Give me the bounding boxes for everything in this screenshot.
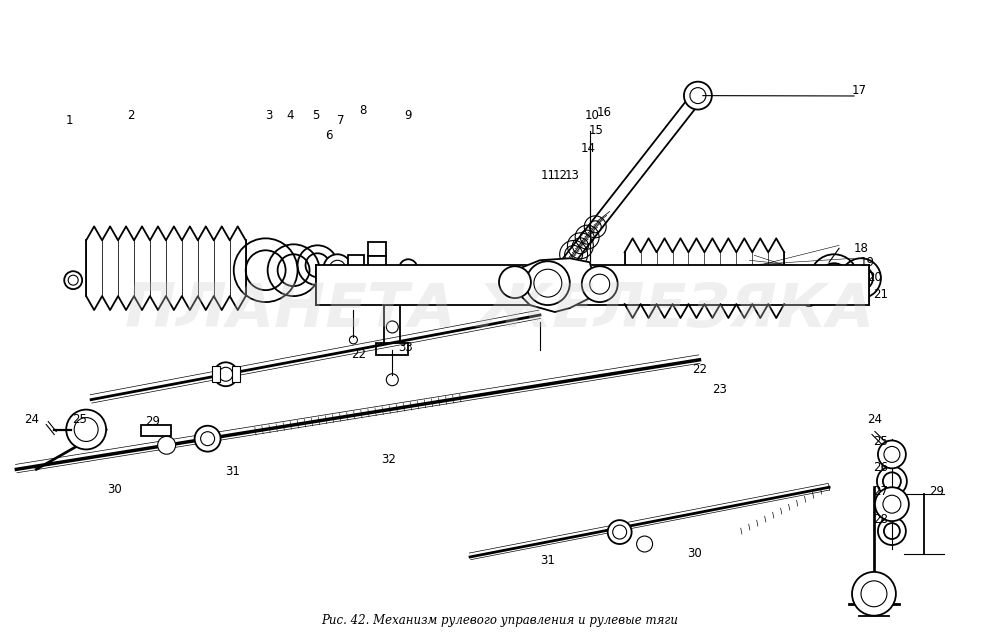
- Text: 25: 25: [874, 435, 888, 448]
- Text: 12: 12: [552, 169, 567, 182]
- Text: 10: 10: [584, 109, 599, 122]
- Text: 29: 29: [145, 415, 160, 428]
- Text: 8: 8: [360, 105, 367, 117]
- Text: 19: 19: [859, 256, 874, 269]
- Text: 24: 24: [24, 413, 39, 426]
- Text: 2: 2: [127, 109, 135, 122]
- Circle shape: [195, 426, 221, 452]
- Circle shape: [637, 536, 653, 552]
- Bar: [368, 256, 386, 268]
- Bar: [141, 424, 171, 436]
- Circle shape: [801, 290, 817, 306]
- Circle shape: [875, 487, 909, 521]
- Circle shape: [852, 572, 896, 616]
- Circle shape: [66, 410, 106, 449]
- Text: 20: 20: [868, 271, 882, 284]
- Text: 25: 25: [72, 413, 87, 426]
- Circle shape: [64, 271, 82, 289]
- Bar: [348, 255, 364, 281]
- Polygon shape: [510, 258, 595, 312]
- Text: 31: 31: [225, 465, 240, 478]
- Text: 33: 33: [398, 341, 413, 354]
- Circle shape: [878, 440, 906, 468]
- Text: 18: 18: [854, 242, 868, 255]
- Circle shape: [499, 266, 531, 298]
- Bar: [232, 366, 240, 382]
- Text: 29: 29: [929, 485, 944, 498]
- Text: 16: 16: [596, 107, 611, 119]
- Text: 23: 23: [712, 383, 727, 396]
- Text: ПЛАНЕТА ЖЕЛЕЗЯКА: ПЛАНЕТА ЖЕЛЕЗЯКА: [125, 281, 875, 339]
- Circle shape: [214, 362, 238, 386]
- Text: 24: 24: [867, 413, 882, 426]
- Text: 30: 30: [687, 547, 702, 560]
- Text: 4: 4: [287, 109, 294, 122]
- Circle shape: [323, 255, 351, 282]
- Text: 13: 13: [564, 169, 579, 182]
- Text: 32: 32: [381, 453, 396, 466]
- Circle shape: [399, 259, 417, 277]
- Text: 26: 26: [873, 461, 888, 474]
- Bar: [376, 343, 408, 355]
- Text: 14: 14: [580, 142, 595, 155]
- Text: 11: 11: [540, 169, 555, 182]
- Text: 3: 3: [265, 109, 272, 122]
- Text: 6: 6: [325, 130, 332, 142]
- Text: Рис. 42. Механизм рулевого управления и рулевые тяги: Рис. 42. Механизм рулевого управления и …: [322, 614, 678, 627]
- Circle shape: [684, 82, 712, 110]
- Circle shape: [582, 266, 618, 302]
- Bar: [316, 265, 869, 305]
- Text: 17: 17: [852, 84, 866, 98]
- Circle shape: [526, 261, 570, 305]
- Text: 28: 28: [874, 512, 888, 526]
- Circle shape: [158, 436, 176, 454]
- Text: 15: 15: [588, 124, 603, 137]
- Text: 21: 21: [873, 288, 888, 300]
- Text: 30: 30: [107, 483, 121, 496]
- Text: 22: 22: [351, 348, 366, 361]
- Text: 31: 31: [540, 554, 555, 567]
- Text: 5: 5: [312, 109, 319, 122]
- Text: 1: 1: [65, 114, 73, 128]
- Circle shape: [608, 520, 632, 544]
- Bar: [384, 305, 400, 350]
- Bar: [368, 242, 386, 256]
- Text: 27: 27: [873, 485, 888, 498]
- Text: 9: 9: [405, 109, 412, 122]
- Bar: [212, 366, 220, 382]
- Text: 22: 22: [692, 363, 707, 376]
- Text: 7: 7: [337, 114, 344, 128]
